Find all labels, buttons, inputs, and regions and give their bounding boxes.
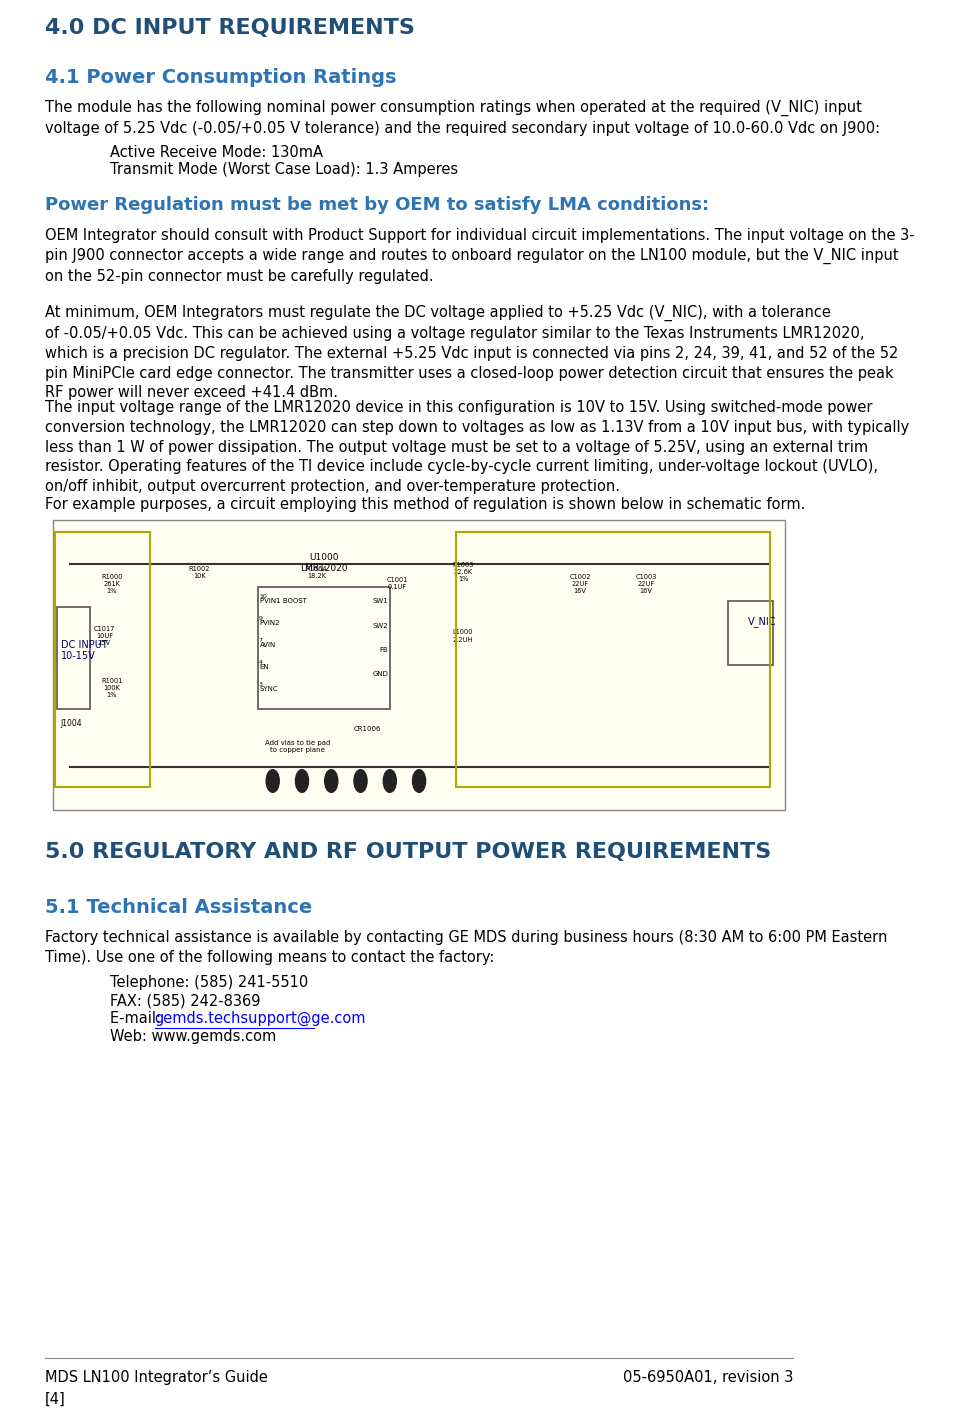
Text: FB: FB: [380, 647, 389, 654]
Text: R1002
10K: R1002 10K: [189, 566, 210, 579]
Text: R1001
100K
1%: R1001 100K 1%: [101, 678, 123, 698]
Text: The input voltage range of the LMR12020 device in this configuration is 10V to 1: The input voltage range of the LMR12020 …: [45, 400, 909, 494]
Text: R1000
261K
1%: R1000 261K 1%: [101, 574, 123, 594]
Text: 9: 9: [259, 616, 263, 621]
Text: Factory technical assistance is available by contacting GE MDS during business h: Factory technical assistance is availabl…: [45, 930, 887, 965]
Circle shape: [354, 770, 367, 792]
Text: U1000
LMR12020: U1000 LMR12020: [300, 553, 348, 573]
FancyBboxPatch shape: [728, 601, 772, 665]
Text: PVIN1 BOOST: PVIN1 BOOST: [260, 599, 307, 604]
Text: 3: 3: [259, 682, 263, 686]
Text: R1003
22.6K
1%: R1003 22.6K 1%: [452, 562, 473, 582]
Text: AVIN: AVIN: [260, 642, 276, 648]
Text: 5.0 REGULATORY AND RF OUTPUT POWER REQUIREMENTS: 5.0 REGULATORY AND RF OUTPUT POWER REQUI…: [45, 842, 771, 862]
Text: V_NIC: V_NIC: [748, 616, 777, 627]
Text: J1004: J1004: [60, 719, 82, 727]
Text: The module has the following nominal power consumption ratings when operated at : The module has the following nominal pow…: [45, 100, 880, 136]
Text: 05-6950A01, revision 3: 05-6950A01, revision 3: [622, 1370, 793, 1385]
Text: E-mail:: E-mail:: [110, 1010, 166, 1026]
Circle shape: [413, 770, 426, 792]
Text: EN: EN: [260, 664, 270, 671]
Circle shape: [266, 770, 280, 792]
Text: CR1006: CR1006: [355, 726, 382, 732]
Text: Transmit Mode (Worst Case Load): 1.3 Amperes: Transmit Mode (Worst Case Load): 1.3 Amp…: [110, 161, 459, 177]
Text: C1002
22UF
16V: C1002 22UF 16V: [570, 574, 591, 594]
Text: C1001
0.1UF: C1001 0.1UF: [387, 577, 408, 590]
Text: MDS LN100 Integrator’s Guide: MDS LN100 Integrator’s Guide: [45, 1370, 268, 1385]
Text: [4]: [4]: [45, 1392, 65, 1407]
Text: 4: 4: [259, 659, 263, 665]
Text: FAX: (585) 242-8369: FAX: (585) 242-8369: [110, 993, 261, 1007]
Text: R1064
18.2K: R1064 18.2K: [306, 566, 327, 579]
Text: PVIN2: PVIN2: [260, 620, 281, 627]
Text: At minimum, OEM Integrators must regulate the DC voltage applied to +5.25 Vdc (V: At minimum, OEM Integrators must regulat…: [45, 306, 898, 400]
Text: For example purposes, a circuit employing this method of regulation is shown bel: For example purposes, a circuit employin…: [45, 497, 805, 512]
Text: C1003
22UF
16V: C1003 22UF 16V: [635, 574, 656, 594]
Text: C1017
10UF
25V: C1017 10UF 25V: [94, 625, 115, 647]
Circle shape: [324, 770, 338, 792]
Text: 5.1 Technical Assistance: 5.1 Technical Assistance: [45, 899, 313, 917]
Text: 4.0 DC INPUT REQUIREMENTS: 4.0 DC INPUT REQUIREMENTS: [45, 18, 415, 38]
FancyBboxPatch shape: [54, 519, 785, 809]
Text: gemds.techsupport@ge.com: gemds.techsupport@ge.com: [155, 1010, 366, 1026]
Text: Telephone: (585) 241-5510: Telephone: (585) 241-5510: [110, 975, 309, 990]
Text: SW2: SW2: [372, 623, 389, 628]
Text: L1000
2.2UH: L1000 2.2UH: [453, 630, 473, 642]
FancyBboxPatch shape: [258, 587, 390, 709]
Circle shape: [295, 770, 309, 792]
Text: Web: www.gemds.com: Web: www.gemds.com: [110, 1029, 277, 1044]
Text: Active Receive Mode: 130mA: Active Receive Mode: 130mA: [110, 144, 323, 160]
Text: SW1: SW1: [372, 599, 389, 604]
Text: OEM Integrator should consult with Product Support for individual circuit implem: OEM Integrator should consult with Produ…: [45, 228, 915, 284]
Text: 7: 7: [259, 638, 263, 642]
FancyBboxPatch shape: [57, 607, 90, 709]
Text: Power Regulation must be met by OEM to satisfy LMA conditions:: Power Regulation must be met by OEM to s…: [45, 197, 709, 214]
Text: 10: 10: [259, 594, 267, 599]
Text: Add vias to tie pad
to copper plane: Add vias to tie pad to copper plane: [265, 740, 330, 753]
Text: SYNC: SYNC: [260, 686, 279, 692]
Text: DC INPUT
10-15V: DC INPUT 10-15V: [61, 640, 108, 661]
Circle shape: [383, 770, 396, 792]
Text: 4.1 Power Consumption Ratings: 4.1 Power Consumption Ratings: [45, 68, 396, 86]
Text: GND: GND: [372, 671, 389, 678]
